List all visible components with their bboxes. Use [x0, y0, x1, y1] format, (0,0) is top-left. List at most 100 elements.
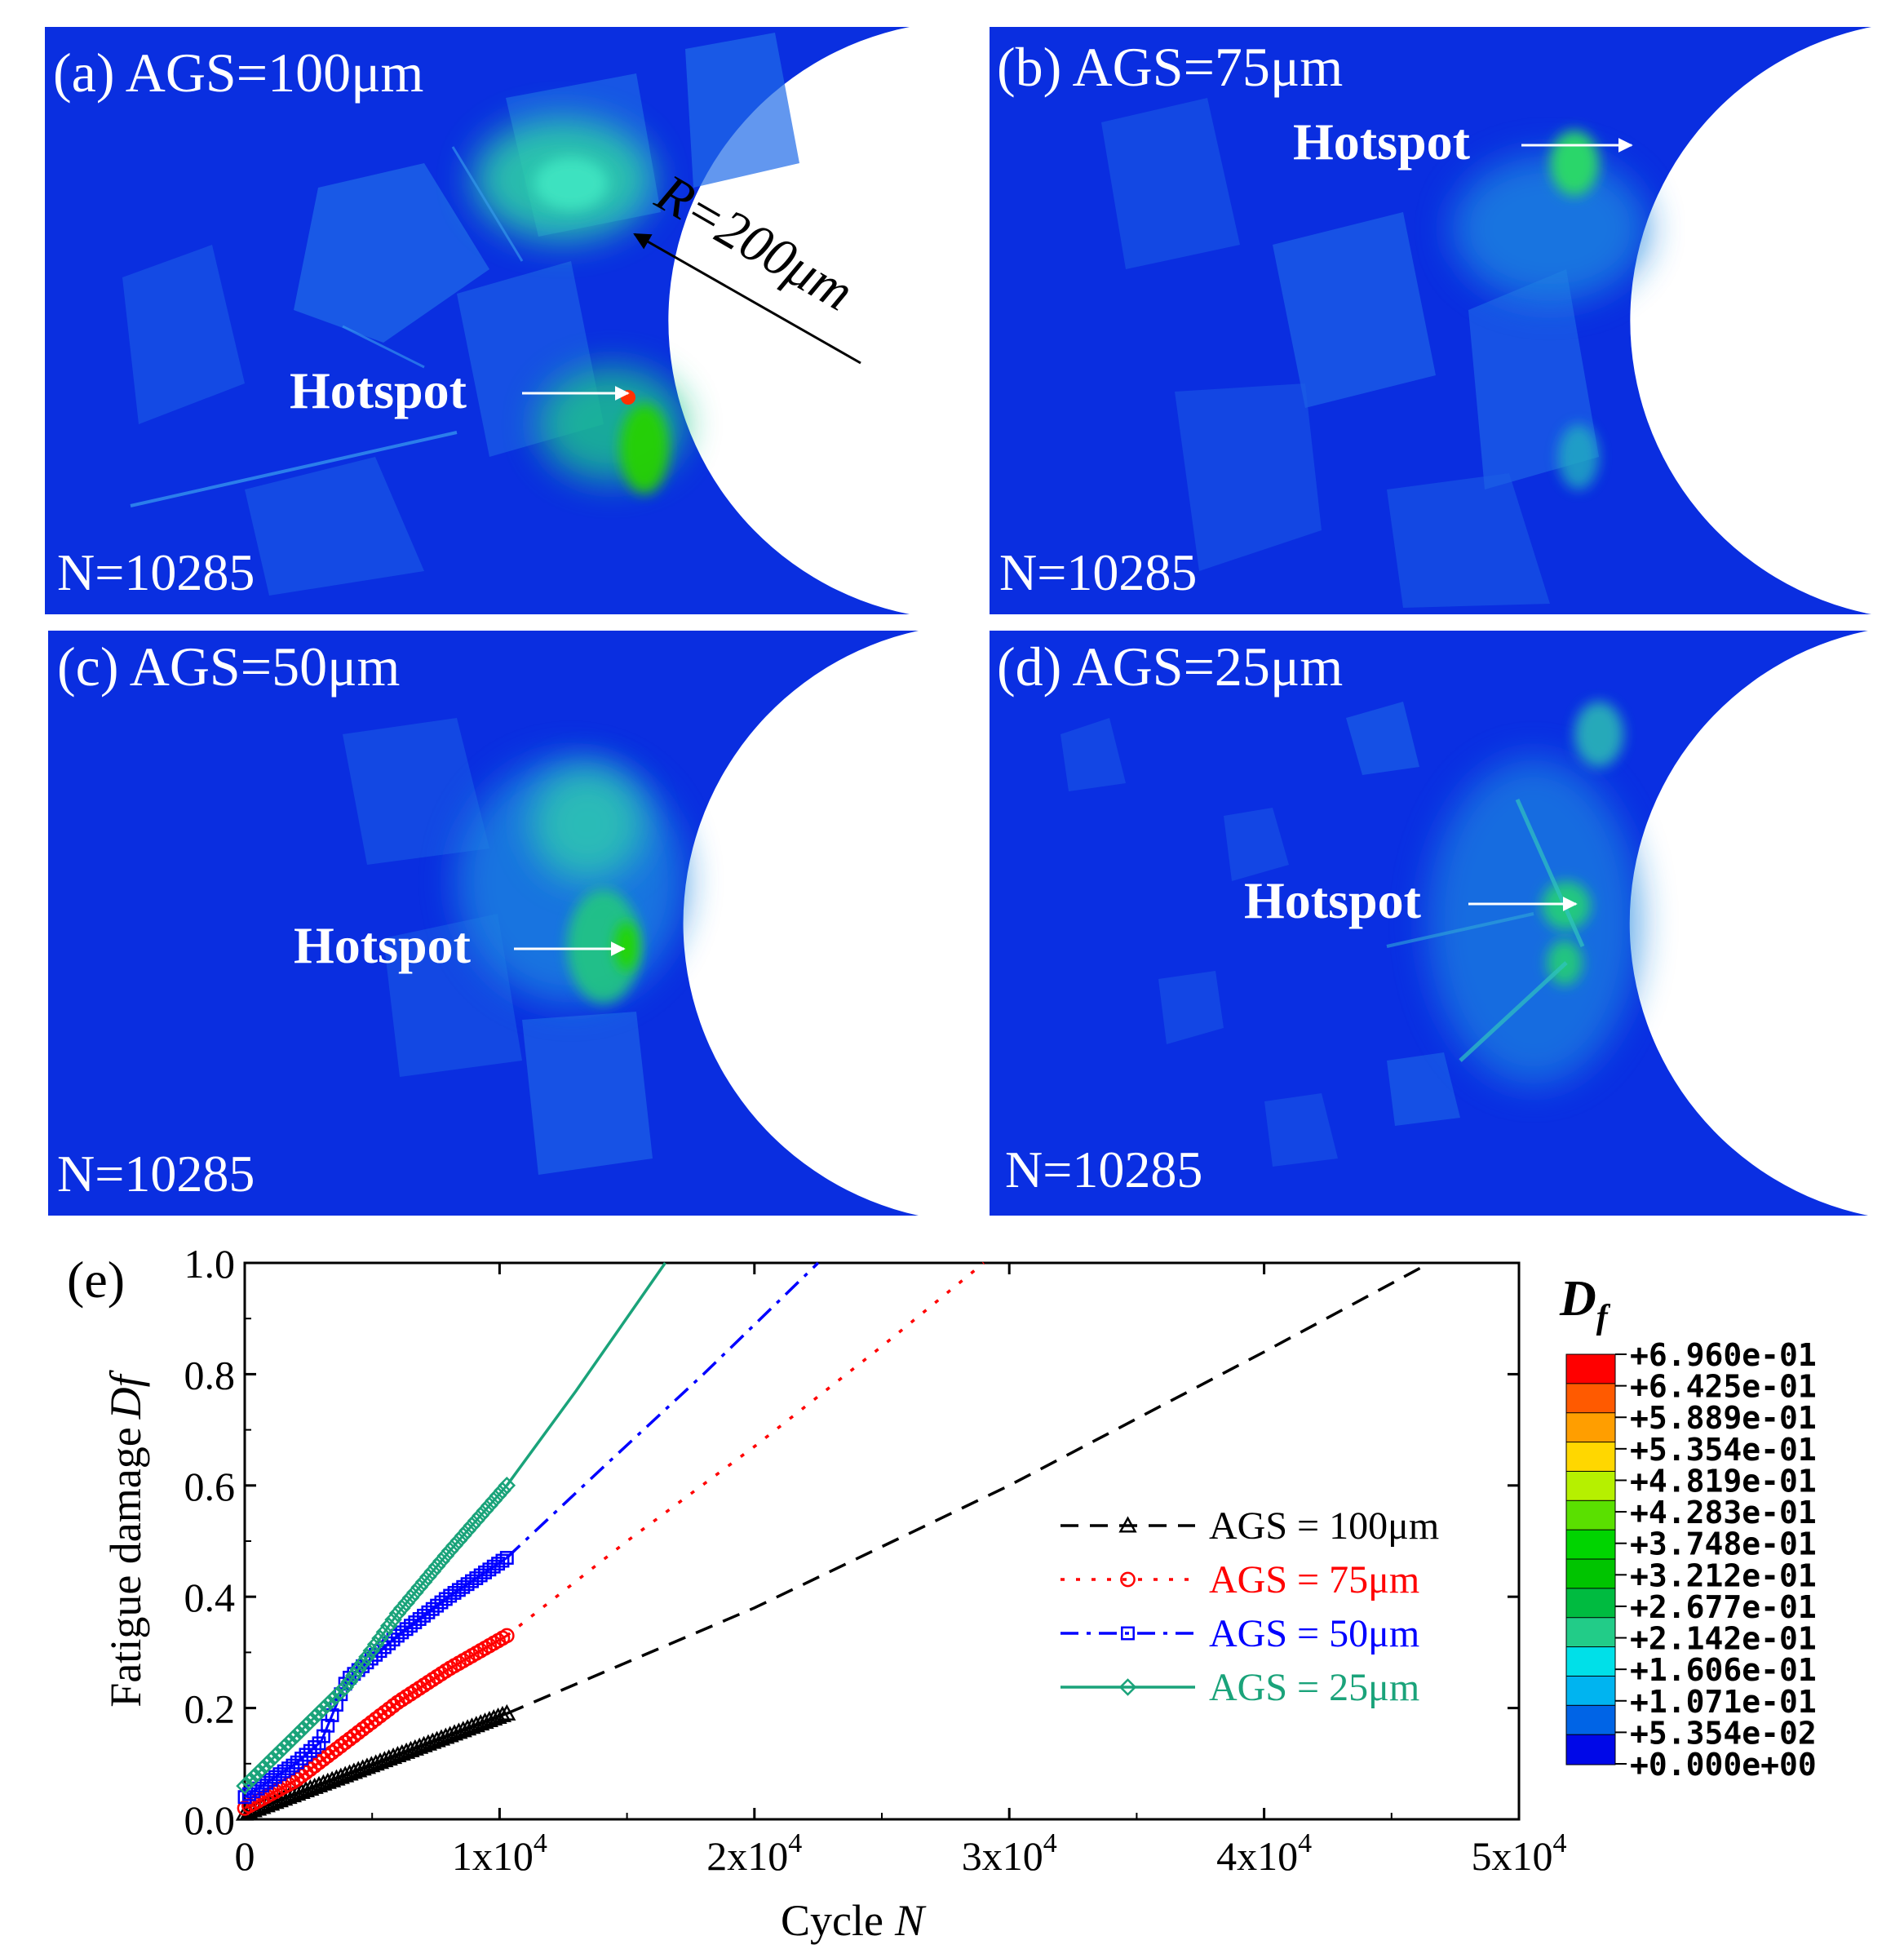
- colorbar-cell: [1565, 1353, 1616, 1385]
- y-axis-label: Fatigue damageDf: [101, 1369, 150, 1707]
- panel-b-cycle-label: N=10285: [999, 543, 1197, 601]
- series-marker: [292, 1721, 311, 1739]
- series-3: [236, 1261, 666, 1795]
- colorbar-label: +3.748e-01: [1630, 1526, 1817, 1562]
- series-marker: [371, 1629, 389, 1647]
- series-marker: [336, 1678, 354, 1696]
- colorbar-label: +5.889e-01: [1630, 1400, 1817, 1436]
- y-axis: 0.0 0.2 0.4 0.6 0.8 1.0: [184, 1241, 1519, 1843]
- series-marker: [499, 1551, 514, 1565]
- series-marker: [303, 1743, 317, 1758]
- colorbar-title: Df: [1559, 1271, 1611, 1336]
- colorbar-cell: [1565, 1500, 1616, 1531]
- series-marker: [414, 1573, 433, 1591]
- series-marker: [240, 1773, 259, 1791]
- series-marker: [297, 1717, 315, 1735]
- colorbar-label: +4.819e-01: [1630, 1463, 1817, 1499]
- legend-marker: [1120, 1571, 1136, 1588]
- series-marker: [498, 1703, 516, 1721]
- series-marker: [253, 1760, 272, 1778]
- colorbar-label: +3.212e-01: [1630, 1557, 1817, 1593]
- series-marker: [321, 1718, 335, 1733]
- colorbar-cell: [1565, 1470, 1616, 1502]
- legend-label: AGS = 25μm: [1209, 1666, 1419, 1709]
- series-marker: [308, 1740, 322, 1754]
- series-extrapolated-line: [506, 1261, 820, 1559]
- panel-d-grain-field: [1060, 702, 1460, 1167]
- series-marker: [467, 1512, 485, 1530]
- x-tick-label: 1x104: [452, 1828, 547, 1879]
- colorbar-cell: [1565, 1617, 1616, 1649]
- series-marker: [406, 1584, 424, 1601]
- legend-marker: [1118, 1516, 1137, 1533]
- series-extrapolated-line: [505, 1261, 666, 1486]
- series-marker: [262, 1751, 280, 1770]
- panel-a: (a) AGS=100μm Hotspot N=10285 R=200μm: [45, 27, 910, 614]
- panel-c-hotspot-label: Hotspot: [294, 916, 472, 974]
- series-marker: [485, 1491, 503, 1509]
- series-marker: [463, 1517, 481, 1535]
- series-marker: [458, 1522, 476, 1539]
- chart-panel-label: (e): [67, 1251, 125, 1309]
- series-marker: [445, 1536, 463, 1555]
- y-tick-label: 0.2: [184, 1686, 236, 1732]
- series-marker: [379, 1617, 398, 1635]
- series-marker: [345, 1666, 363, 1685]
- panel-b-title: (b) AGS=75μm: [997, 36, 1343, 98]
- x-axis: 0 1x104 2x104 3x104 4x104 5x104: [235, 1263, 1567, 1879]
- colorbar-cell: [1565, 1383, 1616, 1415]
- series-marker: [305, 1708, 324, 1726]
- x-axis-label: Cycle N: [781, 1896, 927, 1945]
- series-marker: [244, 1768, 263, 1787]
- series-marker: [384, 1610, 402, 1629]
- colorbar-label: +6.960e-01: [1630, 1337, 1817, 1373]
- colorbar-labels: +6.960e-01+6.425e-01+5.889e-01+5.354e-01…: [1615, 1337, 1817, 1783]
- series-marker: [366, 1635, 385, 1654]
- panel-c: (c) AGS=50μm Hotspot N=10285: [48, 631, 919, 1216]
- colorbar-label: +5.354e-02: [1630, 1715, 1817, 1751]
- series-layer: [235, 1261, 1431, 1821]
- legend-marker: [1121, 1626, 1135, 1641]
- fatigue-damage-chart: (e) 0.0 0.2 0.4 0.6 0.8 1.0 0 1x104 2x104 3x104 4…: [67, 1241, 1567, 1945]
- series-marker: [275, 1738, 293, 1756]
- series-marker: [480, 1496, 498, 1515]
- series-marker: [449, 1531, 468, 1550]
- panel-c-title: (c) AGS=50μm: [57, 636, 400, 698]
- series-marker: [419, 1567, 437, 1586]
- colorbar-cell: [1565, 1675, 1616, 1707]
- series-marker: [310, 1703, 328, 1722]
- series-marker: [436, 1547, 455, 1565]
- series-marker: [284, 1730, 302, 1748]
- legend-label: AGS = 100μm: [1209, 1504, 1439, 1548]
- series-marker: [423, 1562, 442, 1581]
- colorbar-label: +0.000e+00: [1630, 1747, 1817, 1783]
- series-marker: [498, 1477, 516, 1495]
- x-tick-label: 2x104: [706, 1828, 802, 1879]
- x-tick-label: 0: [235, 1833, 255, 1879]
- panel-a-hotspot-label: Hotspot: [290, 361, 467, 419]
- y-tick-label: 1.0: [184, 1241, 236, 1287]
- panel-b-hotspot-label: Hotspot: [1293, 113, 1471, 171]
- legend-label: AGS = 75μm: [1209, 1558, 1419, 1601]
- panel-b: (b) AGS=75μm Hotspot N=10285: [990, 27, 1871, 614]
- series-marker: [493, 1705, 512, 1722]
- series-marker: [397, 1594, 415, 1612]
- colorbar-label: +2.677e-01: [1630, 1589, 1817, 1625]
- series-marker: [388, 1604, 407, 1623]
- series-marker: [472, 1506, 489, 1525]
- series-marker: [314, 1699, 333, 1718]
- colorbar-label: +2.142e-01: [1630, 1621, 1817, 1657]
- colorbar-cell: [1565, 1734, 1616, 1765]
- panel-d: (d) AGS=25μm Hotspot N=10285: [990, 631, 1868, 1216]
- series-marker: [299, 1748, 313, 1762]
- legend-label: AGS = 50μm: [1209, 1612, 1419, 1655]
- colorbar: Df +6.960e-01+6.425e-01+5.889e-01+5.354e…: [1559, 1271, 1817, 1783]
- colorbar-label: +1.071e-01: [1630, 1684, 1817, 1720]
- series-marker: [312, 1736, 326, 1751]
- series-marker: [454, 1526, 472, 1544]
- legend: AGS = 100μm AGS = 75μm AGS = 50μm AGS = 25μ…: [1060, 1504, 1439, 1709]
- series-extrapolated-line: [506, 1261, 1431, 1716]
- series-marker: [236, 1777, 254, 1795]
- colorbar-label: +5.354e-01: [1630, 1432, 1817, 1468]
- colorbar-cell: [1565, 1529, 1616, 1561]
